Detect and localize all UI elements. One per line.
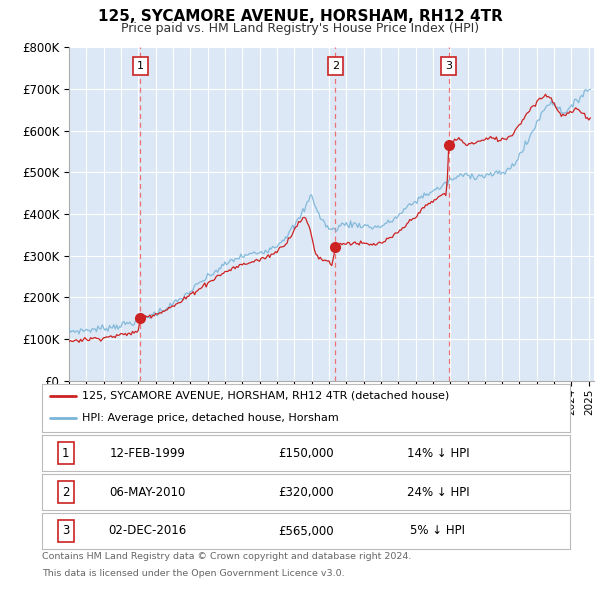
Text: 3: 3 xyxy=(62,525,70,537)
Text: Price paid vs. HM Land Registry's House Price Index (HPI): Price paid vs. HM Land Registry's House … xyxy=(121,22,479,35)
Text: 14% ↓ HPI: 14% ↓ HPI xyxy=(407,447,469,460)
Text: £565,000: £565,000 xyxy=(278,525,334,537)
Text: 125, SYCAMORE AVENUE, HORSHAM, RH12 4TR (detached house): 125, SYCAMORE AVENUE, HORSHAM, RH12 4TR … xyxy=(82,391,449,401)
Text: £320,000: £320,000 xyxy=(278,486,334,499)
Text: This data is licensed under the Open Government Licence v3.0.: This data is licensed under the Open Gov… xyxy=(42,569,344,578)
Text: 125, SYCAMORE AVENUE, HORSHAM, RH12 4TR: 125, SYCAMORE AVENUE, HORSHAM, RH12 4TR xyxy=(98,9,502,24)
Text: 06-MAY-2010: 06-MAY-2010 xyxy=(109,486,186,499)
Text: 24% ↓ HPI: 24% ↓ HPI xyxy=(407,486,469,499)
Text: 2: 2 xyxy=(332,61,339,71)
Text: 2: 2 xyxy=(62,486,70,499)
Text: 12-FEB-1999: 12-FEB-1999 xyxy=(110,447,185,460)
Text: 3: 3 xyxy=(445,61,452,71)
Text: 1: 1 xyxy=(137,61,144,71)
Text: 5% ↓ HPI: 5% ↓ HPI xyxy=(410,525,466,537)
Text: £150,000: £150,000 xyxy=(278,447,334,460)
Text: Contains HM Land Registry data © Crown copyright and database right 2024.: Contains HM Land Registry data © Crown c… xyxy=(42,552,412,561)
Text: 02-DEC-2016: 02-DEC-2016 xyxy=(109,525,187,537)
Text: HPI: Average price, detached house, Horsham: HPI: Average price, detached house, Hors… xyxy=(82,414,338,424)
Text: 1: 1 xyxy=(62,447,70,460)
